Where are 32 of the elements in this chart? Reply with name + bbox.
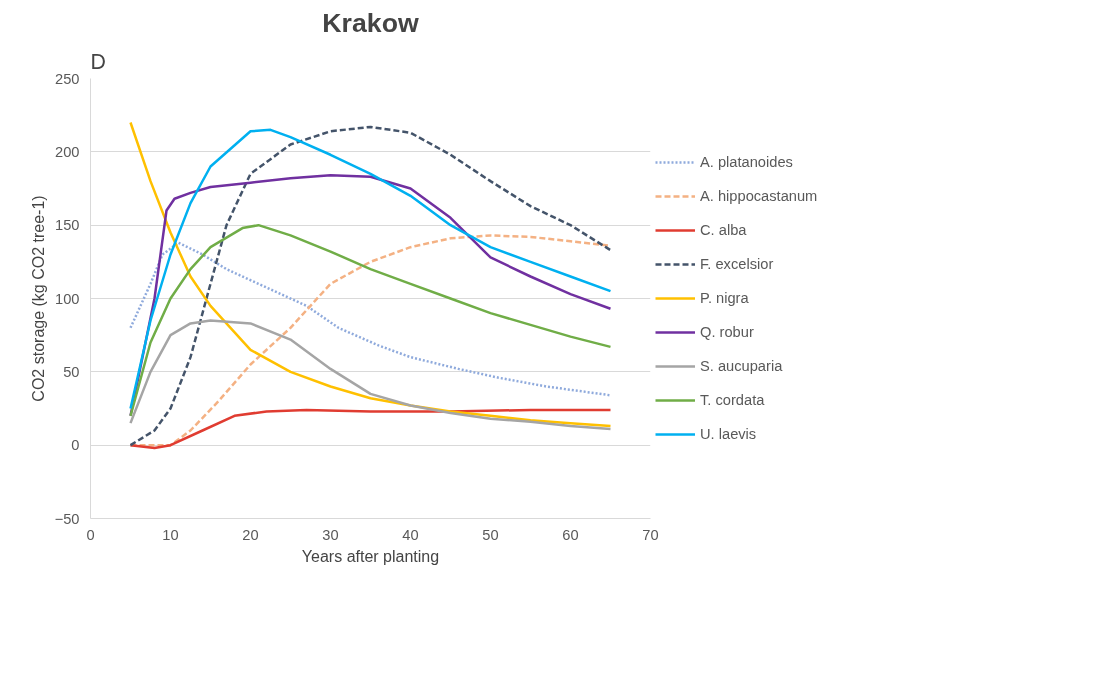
line-series: [129, 408, 612, 450]
x-tick-label: 50: [482, 526, 499, 543]
line-series: [129, 241, 612, 397]
legend-label: U. laevis: [700, 426, 757, 442]
legend-label: P. nigra: [700, 290, 749, 306]
y-tick-label: −50: [54, 510, 80, 527]
chart-title: Krakow: [322, 7, 419, 38]
x-tick-label: 10: [162, 526, 179, 543]
line-series: [129, 223, 612, 418]
legend-label: T. cordata: [700, 392, 765, 408]
x-tick-label: 0: [86, 526, 95, 543]
legend-label: S. aucuparia: [700, 358, 783, 374]
line-series: [129, 319, 612, 431]
legend-label: C. alba: [700, 222, 747, 238]
x-tick-label: 70: [642, 526, 659, 543]
x-tick-label: 20: [242, 526, 259, 543]
x-axis-title: Years after planting: [301, 547, 440, 565]
x-tick-label: 30: [322, 526, 339, 543]
legend-label: A. platanoides: [700, 154, 793, 170]
y-tick-label: 200: [55, 143, 80, 160]
y-axis-title: CO2 storage (kg CO2 tree-1): [29, 195, 47, 402]
legend-label: A. hippocastanum: [700, 188, 818, 204]
x-tick-label: 40: [402, 526, 419, 543]
legend-label: Q. robur: [700, 324, 754, 340]
y-tick-label: 50: [63, 363, 80, 380]
y-tick-label: 0: [71, 437, 80, 454]
x-tick-label: 60: [562, 526, 579, 543]
y-tick-label: 100: [55, 290, 80, 307]
y-tick-label: 150: [55, 217, 80, 234]
y-tick-label: 250: [55, 70, 80, 87]
text: D: [90, 49, 106, 74]
legend-label: F. excelsior: [700, 256, 774, 272]
